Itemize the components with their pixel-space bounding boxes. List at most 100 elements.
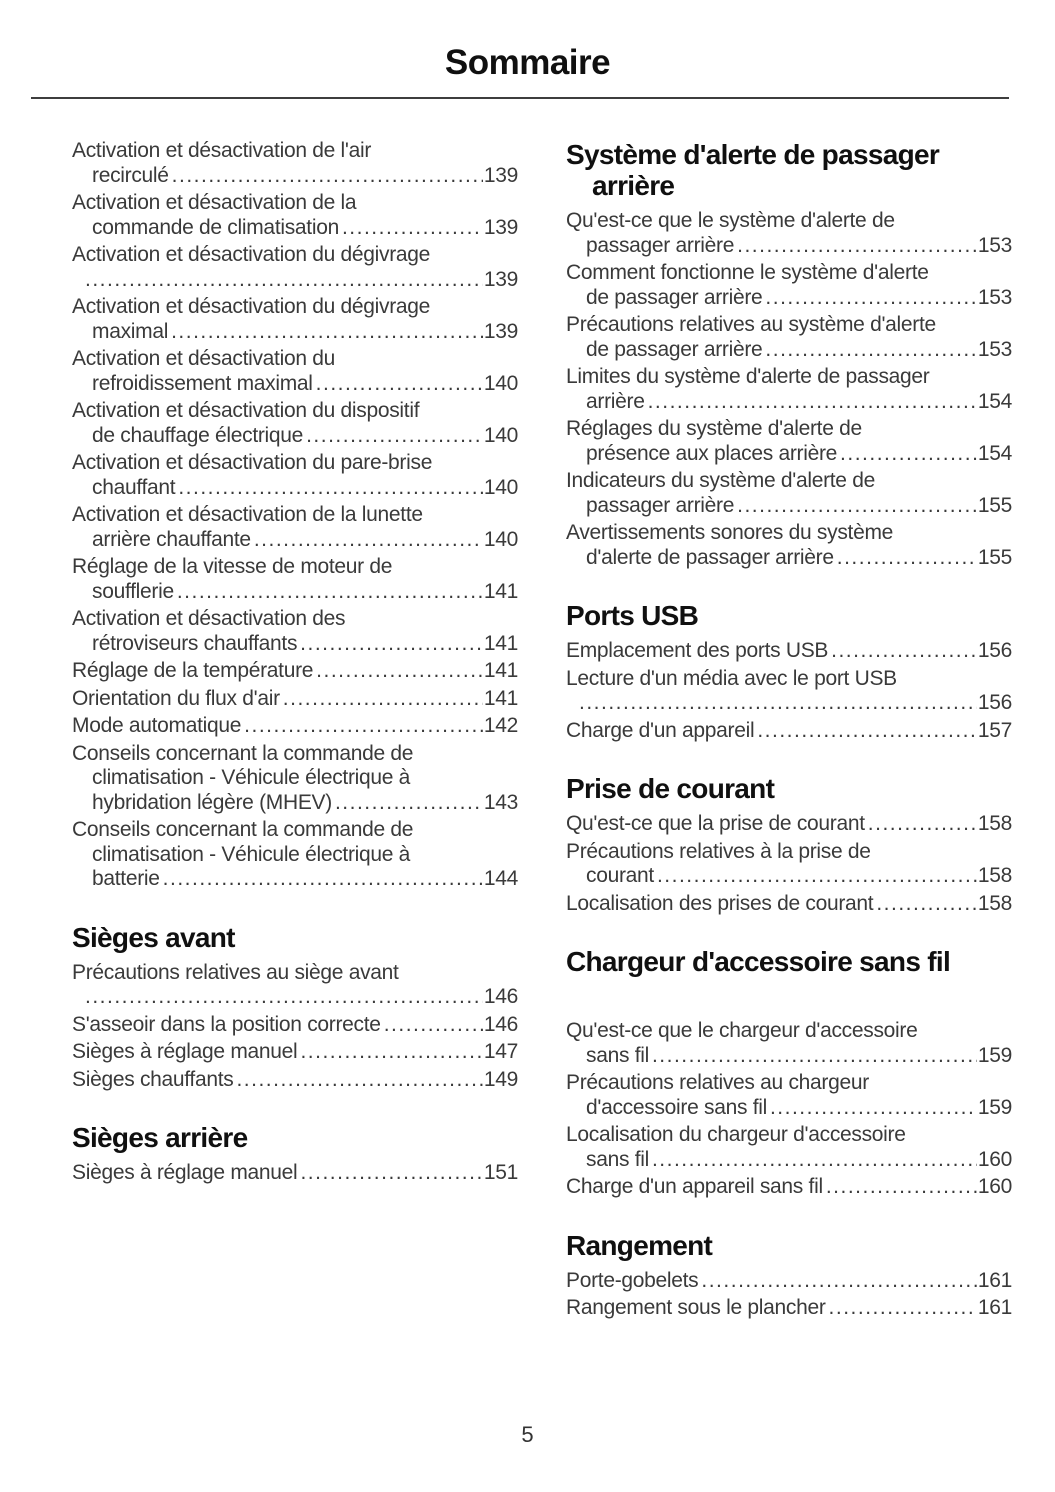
entry-text: Sièges chauffants bbox=[72, 1067, 234, 1091]
toc-entry: Rangement sous le plancher..............… bbox=[566, 1296, 1012, 1321]
entry-text: Sièges à réglage manuel bbox=[72, 1161, 298, 1184]
section-heading: Rangement bbox=[566, 1229, 713, 1261]
toc-entry: Indicateurs du système d'alerte de passag… bbox=[566, 469, 1012, 518]
entry-text: passager arrière bbox=[586, 493, 735, 517]
entry-line: Sièges à réglage manuel.................… bbox=[72, 1040, 518, 1065]
entry-text: passager arrière bbox=[586, 233, 735, 257]
toc-section: Prise de courant Qu'est-ce que la prise d… bbox=[566, 773, 1012, 916]
dot-leader: ........................................… bbox=[737, 233, 977, 257]
page-ref: 141 bbox=[483, 631, 518, 655]
page-ref: 159 bbox=[977, 1095, 1012, 1119]
entry-line: de passager arrière.....................… bbox=[566, 286, 1012, 311]
page-ref: 140 bbox=[483, 371, 518, 395]
dot-leader: ........................................… bbox=[253, 527, 483, 551]
toc-entry: Activation et désactivation du dispositi… bbox=[72, 399, 518, 448]
entry-line: Localisation des prises de courant......… bbox=[566, 892, 1012, 917]
entry-line: Conseils concernant la commande de bbox=[72, 741, 414, 765]
entry-line: hybridation légère (MHEV)...............… bbox=[72, 791, 518, 816]
entry-line: courant.................................… bbox=[566, 864, 1012, 889]
entry-line: de chauffage électrique.................… bbox=[72, 424, 518, 449]
toc-entry: Avertissements sonores du système d'alert… bbox=[566, 521, 1012, 570]
entry-line: Limites du système d'alerte de passager bbox=[566, 365, 930, 388]
entry-line: d'accessoire sans fil...................… bbox=[566, 1096, 1012, 1121]
section-heading: Chargeur d'accessoire sans fil bbox=[566, 946, 951, 977]
dot-leader: ........................................… bbox=[85, 267, 483, 291]
page-ref: 158 bbox=[977, 812, 1012, 835]
toc-section: Chargeur d'accessoire sans fil Qu'est-ce … bbox=[566, 946, 1012, 1200]
toc-entry: Lecture d'un média avec le port USB.....… bbox=[566, 667, 1012, 716]
dot-leader: ........................................… bbox=[85, 985, 483, 1008]
page-ref: 141 bbox=[483, 686, 518, 710]
entry-text: refroidissement maximal bbox=[92, 371, 313, 395]
entry-line: Qu'est-ce que la prise de courant.......… bbox=[566, 812, 1012, 837]
page-ref: 159 bbox=[977, 1043, 1012, 1067]
dot-leader: ........................................… bbox=[300, 631, 483, 655]
dot-leader: ........................................… bbox=[300, 1040, 483, 1063]
toc-entry: Comment fonctionne le système d'alerte de… bbox=[566, 261, 1012, 310]
entry-line: Activation et désactivation du pare-bris… bbox=[72, 451, 433, 474]
page-ref: 155 bbox=[977, 493, 1012, 517]
entry-text: Qu'est-ce que la prise de courant bbox=[566, 812, 865, 835]
dot-leader: ........................................… bbox=[315, 371, 483, 395]
dot-leader: ........................................… bbox=[867, 812, 977, 835]
page-ref: 153 bbox=[977, 337, 1012, 361]
toc-entry: S'asseoir dans la position correcte.....… bbox=[72, 1013, 518, 1038]
entry-line: Précautions relatives au siège avant bbox=[72, 960, 399, 984]
dot-leader: ........................................… bbox=[828, 1296, 977, 1319]
page-ref: 154 bbox=[977, 441, 1012, 465]
toc-entry: Précautions relatives au système d'alert… bbox=[566, 313, 1012, 362]
toc-entry: Activation et désactivation de l'air reci… bbox=[72, 139, 518, 188]
page-ref: 140 bbox=[483, 475, 518, 499]
toc-entry: Précautions relatives au chargeur d'acces… bbox=[566, 1071, 1012, 1120]
dot-leader: ........................................… bbox=[282, 686, 483, 710]
entry-line: Activation et désactivation du dispositi… bbox=[72, 399, 420, 422]
dot-leader: ........................................… bbox=[765, 337, 976, 361]
dot-leader: ........................................… bbox=[341, 215, 483, 239]
entry-text: de passager arrière bbox=[586, 285, 763, 309]
entry-line: de passager arrière.....................… bbox=[566, 338, 1012, 363]
toc-entry: Sièges à réglage manuel.................… bbox=[72, 1161, 518, 1186]
toc-entry: Activation et désactivation du pare-bris… bbox=[72, 451, 518, 500]
entry-text: arrière chauffante bbox=[92, 527, 251, 551]
toc-entry: Qu'est-ce que le système d'alerte de pass… bbox=[566, 209, 1012, 258]
entry-line: d'alerte de passager arrière............… bbox=[566, 546, 1012, 571]
entry-line: Activation et désactivation du dégivrage bbox=[72, 295, 431, 318]
toc-entry: Mode automatique........................… bbox=[72, 714, 518, 739]
entry-line: climatisation - Véhicule électrique à bbox=[92, 842, 411, 866]
toc-section: Activation et désactivation de l'air reci… bbox=[72, 139, 518, 892]
entry-line: rétroviseurs chauffants.................… bbox=[72, 632, 518, 657]
dot-leader: ........................................… bbox=[656, 864, 977, 887]
entry-text: batterie bbox=[92, 867, 160, 890]
dot-leader: ........................................… bbox=[701, 1268, 977, 1292]
page-ref: 160 bbox=[977, 1147, 1012, 1171]
toc-entry: Activation et désactivation du dégivrage… bbox=[72, 243, 518, 292]
entry-text: commande de climatisation bbox=[92, 215, 339, 239]
dot-leader: ........................................… bbox=[383, 1012, 483, 1036]
entry-line: S'asseoir dans la position correcte.....… bbox=[72, 1013, 518, 1038]
entry-line: Qu'est-ce que le chargeur d'accessoire bbox=[566, 1019, 918, 1042]
column-left: Activation et désactivation de l'air reci… bbox=[72, 139, 518, 1324]
entry-text: Localisation des prises de courant bbox=[566, 891, 874, 915]
entry-line: Précautions relatives au chargeur bbox=[566, 1071, 869, 1094]
page-ref: 155 bbox=[977, 545, 1012, 569]
entry-line: Localisation du chargeur d'accessoire bbox=[566, 1123, 906, 1146]
dot-leader: ........................................… bbox=[236, 1067, 482, 1091]
entry-text: hybridation légère (MHEV) bbox=[92, 790, 332, 814]
page-ref: 139 bbox=[483, 163, 518, 187]
entry-line: Emplacement des ports USB...............… bbox=[566, 639, 1012, 664]
entry-text: de chauffage électrique bbox=[92, 423, 304, 447]
toc-entry: Qu'est-ce que le chargeur d'accessoire sa… bbox=[566, 1019, 1012, 1068]
entry-line: Activation et désactivation de la bbox=[72, 191, 357, 214]
toc-section: Rangement Porte-gobelets.................… bbox=[566, 1230, 1012, 1321]
entry-line: Rangement sous le plancher..............… bbox=[566, 1296, 1012, 1321]
dot-leader: ........................................… bbox=[178, 475, 483, 499]
toc-columns: Activation et désactivation de l'air reci… bbox=[0, 99, 1055, 1324]
entry-line: maximal.................................… bbox=[72, 320, 518, 345]
entry-line: Activation et désactivation de l'air bbox=[72, 139, 372, 162]
page-ref: 142 bbox=[483, 714, 518, 737]
page-ref: 139 bbox=[483, 267, 518, 291]
entry-line: Indicateurs du système d'alerte de bbox=[566, 469, 875, 492]
page-ref: 146 bbox=[483, 985, 518, 1008]
entry-text: soufflerie bbox=[92, 579, 174, 603]
entry-line: ........................................… bbox=[72, 268, 518, 293]
